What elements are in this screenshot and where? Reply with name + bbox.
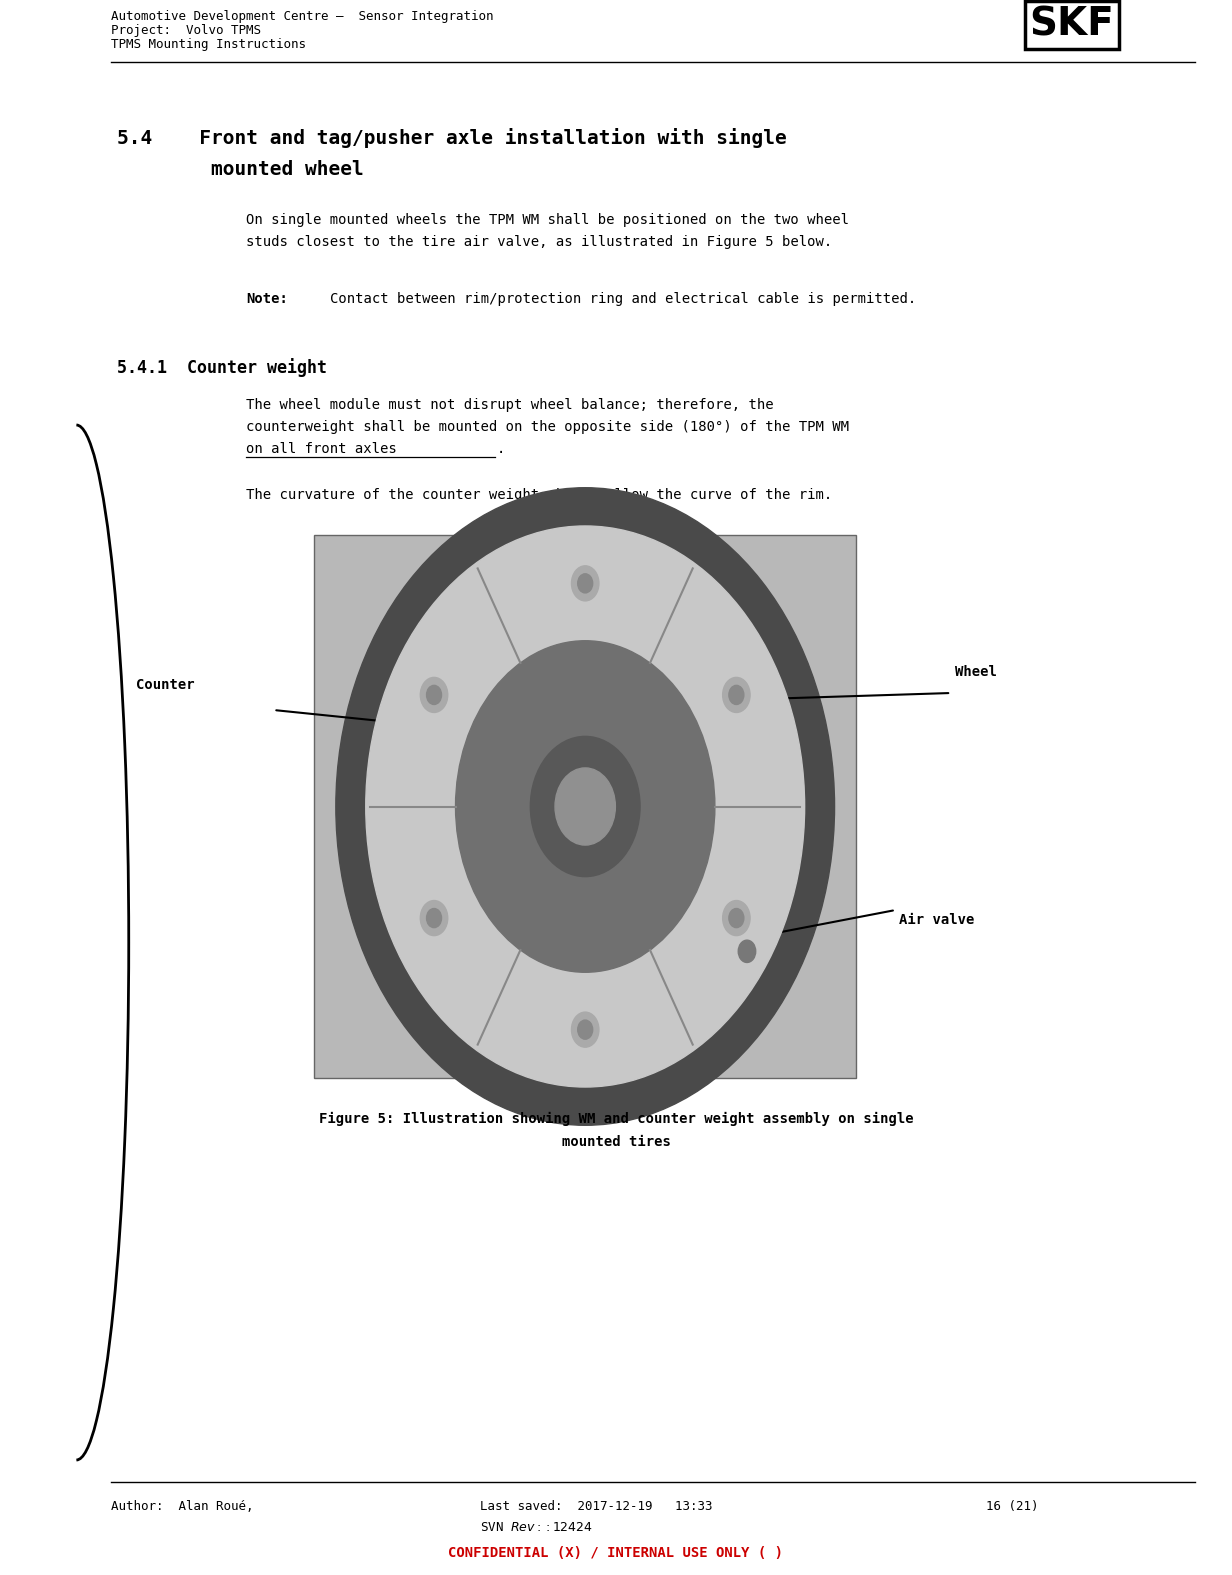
Circle shape [729, 685, 744, 704]
Text: 16 (21): 16 (21) [986, 1499, 1039, 1514]
Text: SVN $Rev::  12424                    $: SVN $Rev:: 12424 $ [480, 1521, 594, 1534]
Text: On single mounted wheels the TPM WM shall be positioned on the two wheel: On single mounted wheels the TPM WM shal… [246, 213, 849, 227]
Text: CONFIDENTIAL (X) / INTERNAL USE ONLY ( ): CONFIDENTIAL (X) / INTERNAL USE ONLY ( ) [448, 1547, 784, 1559]
Text: Figure 5: Illustration showing WM and counter weight assembly on single: Figure 5: Illustration showing WM and co… [319, 1112, 913, 1126]
Circle shape [572, 565, 599, 602]
Circle shape [420, 677, 447, 712]
Circle shape [723, 677, 750, 712]
Circle shape [578, 1021, 593, 1040]
Text: Author:  Alan Roué,: Author: Alan Roué, [111, 1499, 254, 1514]
Circle shape [738, 940, 755, 962]
Circle shape [336, 488, 834, 1125]
Text: 5.4    Front and tag/pusher axle installation with single: 5.4 Front and tag/pusher axle installati… [117, 128, 787, 148]
Text: mounted wheel: mounted wheel [117, 161, 363, 180]
Circle shape [530, 737, 641, 877]
Circle shape [366, 526, 804, 1087]
Text: Counter: Counter [136, 677, 195, 691]
Circle shape [556, 769, 615, 846]
Circle shape [729, 909, 744, 928]
Circle shape [723, 901, 750, 936]
Text: The wheel module must not disrupt wheel balance; therefore, the: The wheel module must not disrupt wheel … [246, 398, 774, 413]
Text: Air valve: Air valve [899, 913, 975, 928]
Circle shape [426, 685, 441, 704]
Text: .: . [496, 443, 505, 457]
Text: Note:: Note: [246, 291, 288, 306]
Text: 5.4.1  Counter weight: 5.4.1 Counter weight [117, 358, 326, 376]
Text: counterweight shall be mounted on the opposite side (180°) of the TPM WM: counterweight shall be mounted on the op… [246, 421, 849, 435]
Text: on all front axles: on all front axles [246, 443, 397, 457]
Text: mounted tires: mounted tires [562, 1136, 670, 1150]
Circle shape [578, 573, 593, 592]
Text: Wheel: Wheel [955, 665, 997, 679]
Text: Automotive Development Centre –  Sensor Integration: Automotive Development Centre – Sensor I… [111, 9, 493, 24]
Text: Last saved:  2017-12-19   13:33: Last saved: 2017-12-19 13:33 [480, 1499, 713, 1514]
Circle shape [456, 641, 715, 972]
Circle shape [572, 1013, 599, 1047]
Circle shape [426, 909, 441, 928]
Text: SKF: SKF [1030, 6, 1114, 44]
Text: studs closest to the tire air valve, as illustrated in Figure 5 below.: studs closest to the tire air valve, as … [246, 235, 833, 249]
FancyBboxPatch shape [314, 536, 856, 1077]
Circle shape [420, 901, 447, 936]
Text: Contact between rim/protection ring and electrical cable is permitted.: Contact between rim/protection ring and … [330, 291, 917, 306]
Text: TPMS Mounting Instructions: TPMS Mounting Instructions [111, 38, 306, 50]
Text: Project:  Volvo TPMS: Project: Volvo TPMS [111, 24, 261, 36]
Text: The curvature of the counter weight shall follow the curve of the rim.: The curvature of the counter weight shal… [246, 488, 833, 502]
